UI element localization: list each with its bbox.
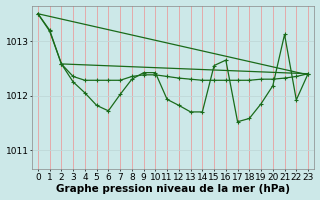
X-axis label: Graphe pression niveau de la mer (hPa): Graphe pression niveau de la mer (hPa): [56, 184, 290, 194]
